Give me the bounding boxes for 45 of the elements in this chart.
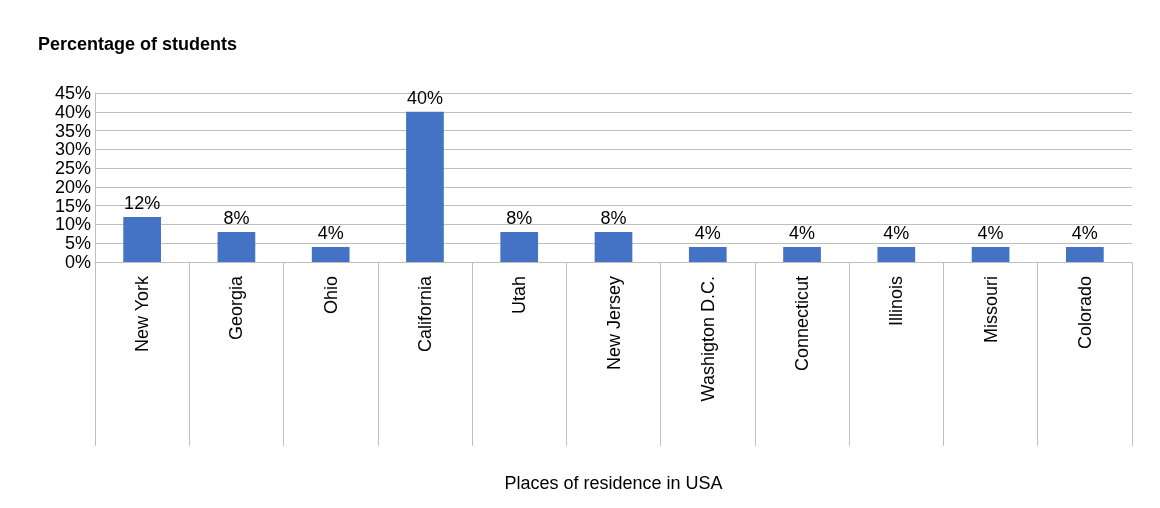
bar xyxy=(123,216,161,262)
x-tick-label: New York xyxy=(132,275,153,353)
y-tick-label: 45% xyxy=(54,83,91,103)
x-axis-title: Places of residence in USA xyxy=(504,473,723,493)
bar xyxy=(311,246,350,262)
data-label: 8% xyxy=(600,207,627,228)
data-label: 4% xyxy=(789,222,816,243)
bar xyxy=(594,231,633,262)
x-tick-label: Ohio xyxy=(320,276,341,315)
data-label: 8% xyxy=(506,207,533,228)
data-label: 4% xyxy=(1071,222,1098,243)
bar xyxy=(1066,246,1104,262)
x-tick-label: Colorado xyxy=(1074,276,1095,350)
chart-title: Percentage of students xyxy=(38,34,238,54)
y-tick-label: 10% xyxy=(54,214,91,235)
data-label: 40% xyxy=(406,87,443,108)
x-tick-label: Missouri xyxy=(980,276,1001,344)
data-label: 4% xyxy=(317,222,344,243)
data-label: 4% xyxy=(977,222,1004,243)
y-tick-label: 30% xyxy=(54,139,91,160)
x-tick-label: California xyxy=(414,275,435,353)
y-tick-label: 0% xyxy=(64,252,91,272)
x-tick-label: Utah xyxy=(509,276,530,315)
bar xyxy=(877,246,916,262)
bar xyxy=(217,231,256,262)
y-tick-label: 5% xyxy=(64,233,91,254)
data-label: 12% xyxy=(124,192,161,213)
x-tick-label: Connecticut xyxy=(792,276,813,372)
bar xyxy=(500,231,539,262)
y-tick-label: 35% xyxy=(54,120,91,141)
data-label: 4% xyxy=(883,222,910,243)
y-tick-label: 25% xyxy=(54,158,91,179)
x-tick-label: Illinois xyxy=(886,276,907,327)
y-tick-label: 15% xyxy=(54,195,91,216)
x-tick-label: Georgia xyxy=(226,275,247,341)
bar xyxy=(406,111,444,262)
data-label: 8% xyxy=(223,207,250,228)
y-tick-label: 40% xyxy=(54,101,91,122)
x-tick-label: New Jersey xyxy=(603,276,624,371)
y-tick-label: 20% xyxy=(54,176,91,197)
bar xyxy=(783,246,821,262)
bar xyxy=(688,246,727,262)
data-label: 4% xyxy=(694,222,721,243)
x-tick-label: Washigton D.C. xyxy=(697,276,718,402)
bar xyxy=(971,246,1010,262)
